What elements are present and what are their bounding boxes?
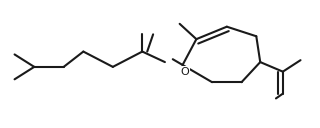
Text: O: O <box>180 67 189 77</box>
